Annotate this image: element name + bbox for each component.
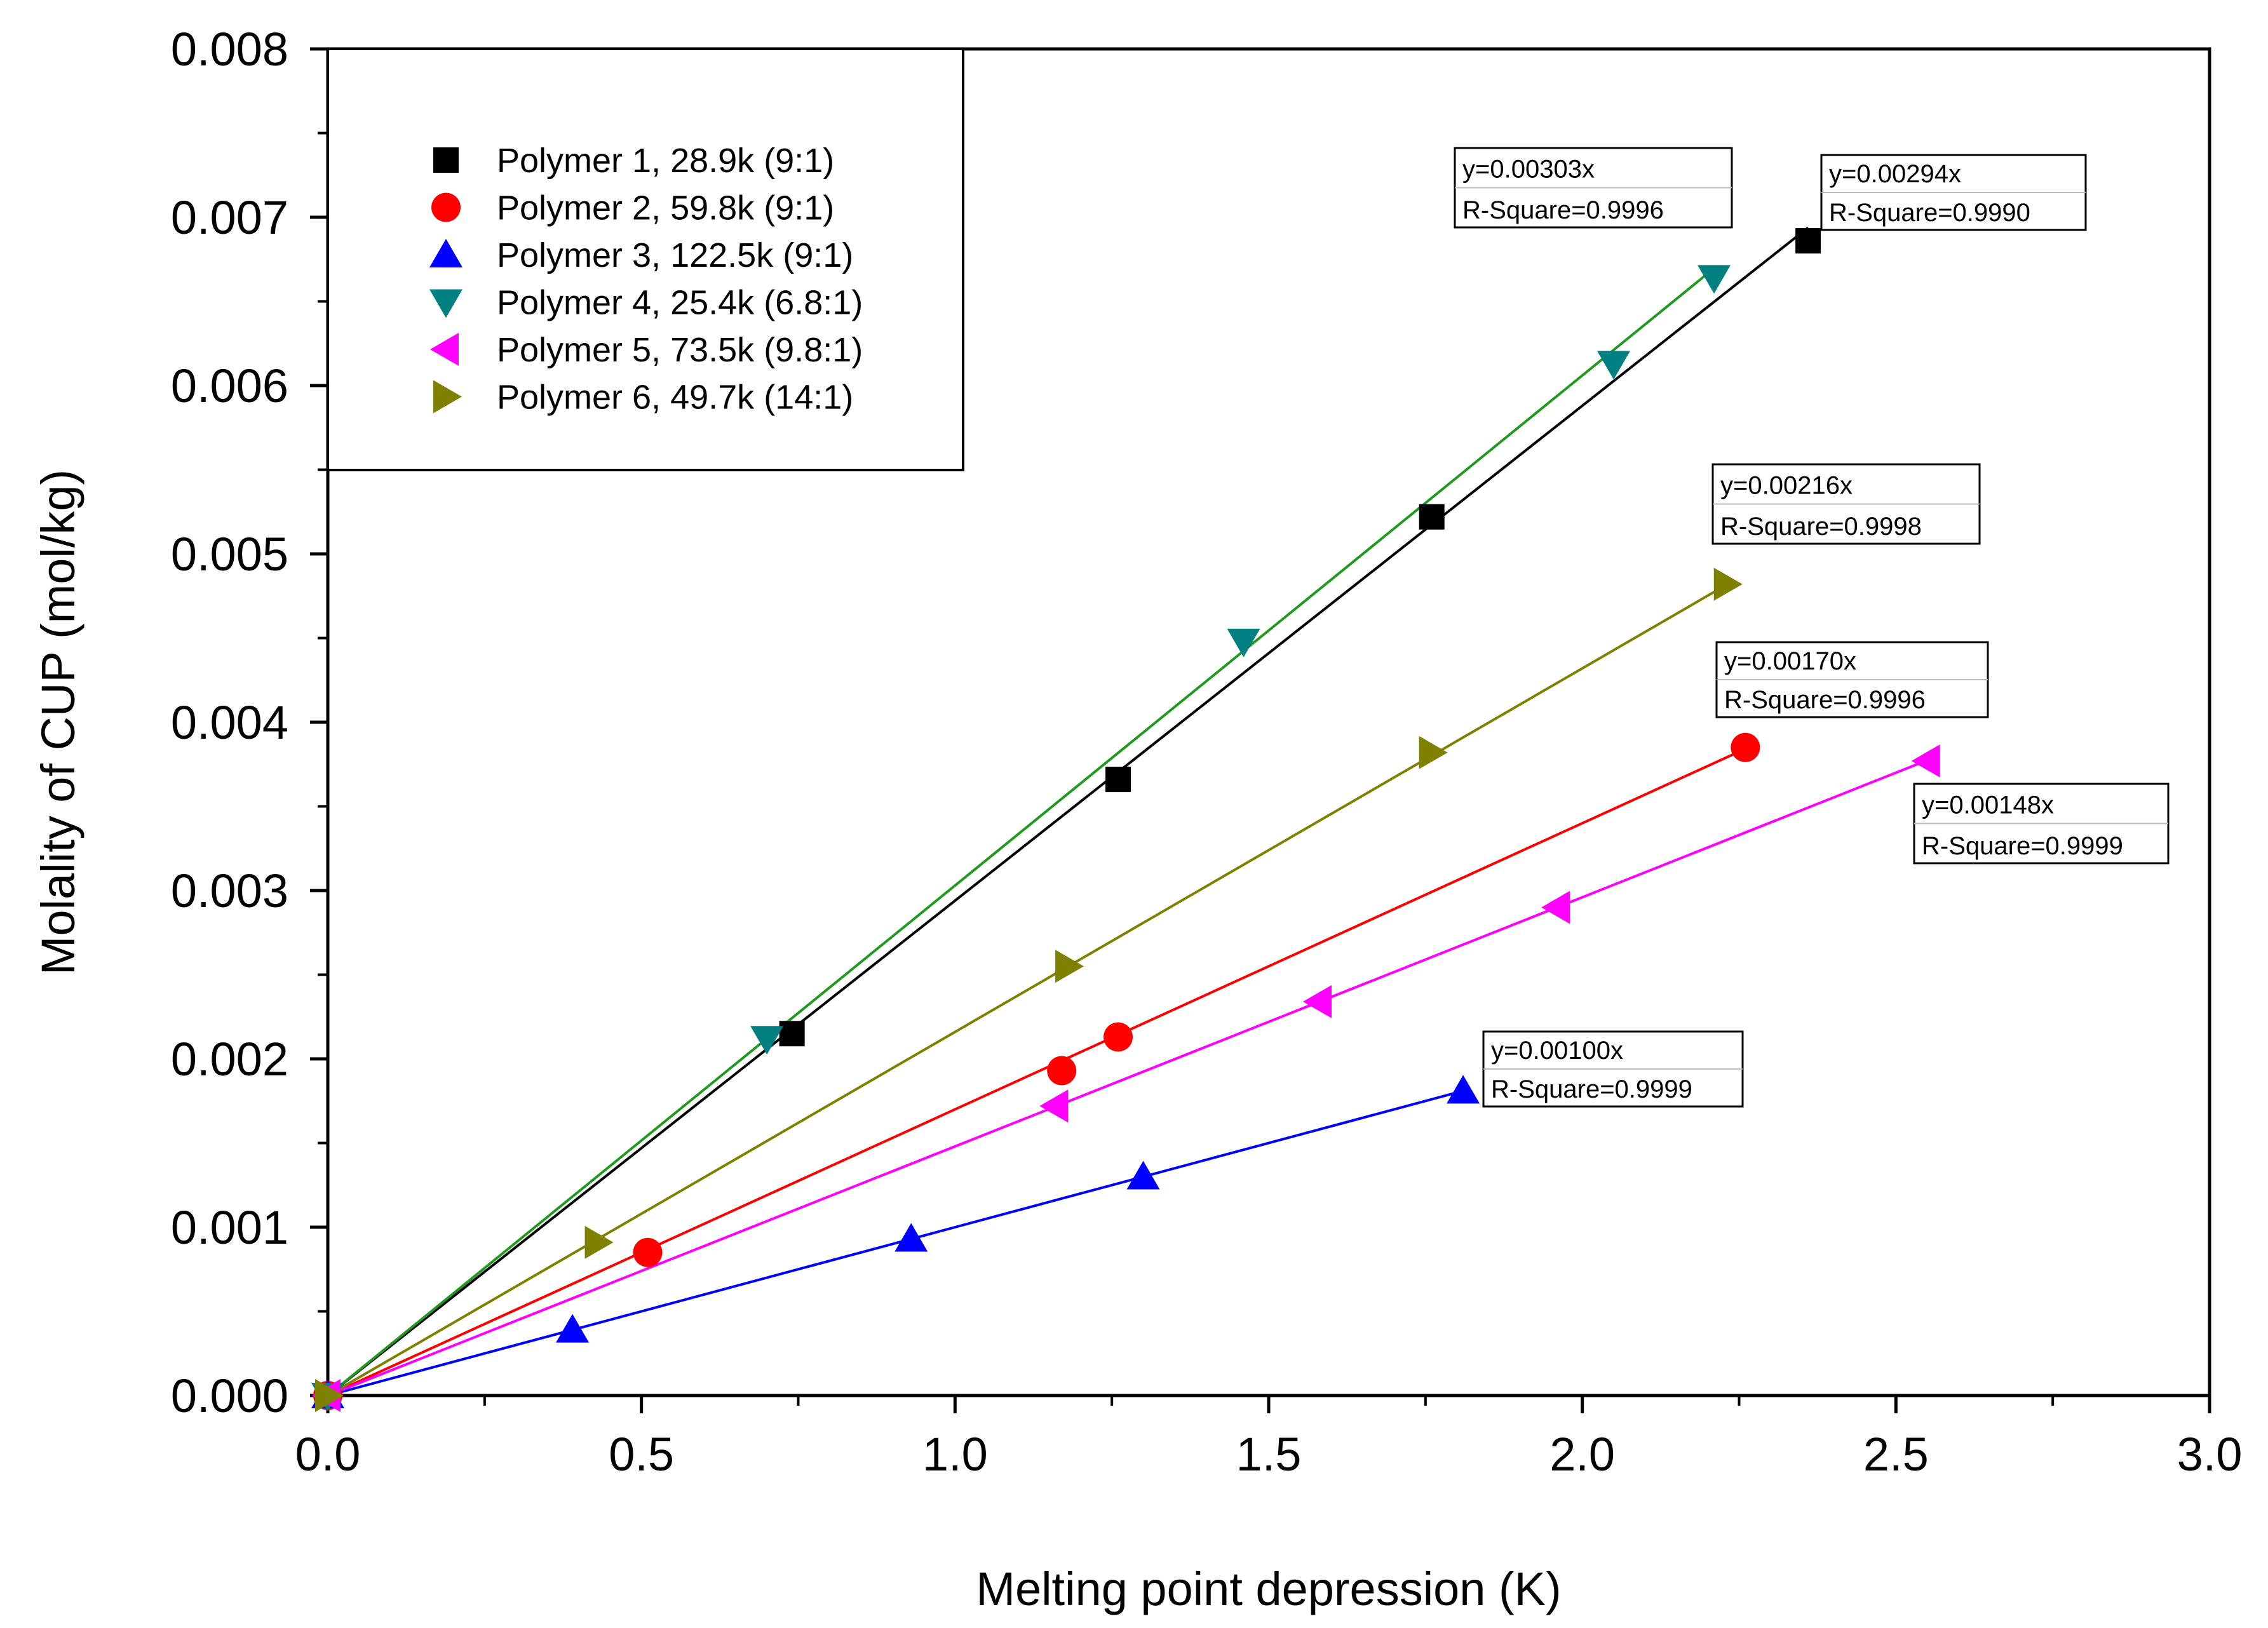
legend-item-polymer-5: Polymer 5, 73.5k (9.8:1) (430, 331, 863, 369)
data-point-polymer-4 (1698, 265, 1731, 294)
data-point-polymer-5 (1039, 1089, 1069, 1123)
y-tick-label: 0.006 (171, 360, 288, 412)
fit-line-polymer-6 (327, 583, 1727, 1397)
fit-annotation-polymer-2: y=0.00170x R-Square=0.9996 (1715, 641, 1989, 718)
legend-label: Polymer 3, 122.5k (9:1) (497, 236, 853, 274)
legend-label: Polymer 1, 28.9k (9:1) (497, 142, 834, 180)
x-tick-label: 1.0 (922, 1428, 988, 1481)
fit-line-polymer-3 (327, 1089, 1464, 1397)
data-point-polymer-2 (1731, 732, 1760, 762)
data-point-polymer-6 (1419, 736, 1448, 769)
data-point-polymer-6 (584, 1225, 614, 1259)
data-point-polymer-1 (1795, 228, 1821, 254)
data-point-polymer-4 (750, 1026, 784, 1055)
data-point-polymer-6 (315, 1379, 344, 1412)
fit-r-square: R-Square=0.9990 (1829, 199, 2030, 227)
data-point-polymer-4 (1227, 628, 1260, 657)
legend-item-polymer-3: Polymer 3, 122.5k (9:1) (429, 236, 853, 274)
fit-annotation-polymer-6: y=0.00216x R-Square=0.9998 (1711, 463, 1981, 545)
legend: Polymer 1, 28.9k (9:1) Polymer 2, 59.8k (… (327, 48, 964, 471)
fit-equation: y=0.00148x (1922, 791, 2054, 819)
data-markers (311, 228, 1940, 1412)
fit-equation: y=0.00100x (1491, 1037, 1623, 1065)
legend-label: Polymer 5, 73.5k (9.8:1) (497, 331, 863, 369)
fit-annotation-polymer-3: y=0.00100x R-Square=0.9999 (1482, 1030, 1744, 1108)
legend-item-polymer-1: Polymer 1, 28.9k (9:1) (433, 142, 834, 180)
x-axis-title: Melting point depression (K) (976, 1563, 1561, 1615)
data-point-polymer-6 (1055, 950, 1084, 983)
data-point-polymer-3 (556, 1314, 590, 1343)
fit-r-square: R-Square=0.9998 (1720, 513, 1922, 541)
x-tick-label: 0.0 (295, 1428, 361, 1481)
fit-equation: y=0.00303x (1462, 156, 1595, 184)
data-point-polymer-2 (1104, 1022, 1133, 1052)
y-tick-label: 0.001 (171, 1201, 288, 1254)
legend-item-polymer-6: Polymer 6, 49.7k (14:1) (433, 379, 853, 417)
data-point-polymer-3 (1447, 1075, 1480, 1104)
legend-marker (433, 380, 462, 414)
legend-marker (429, 239, 462, 267)
y-tick-label: 0.007 (171, 191, 288, 244)
fit-line-polymer-4 (327, 267, 1715, 1397)
data-point-polymer-5 (1541, 891, 1570, 924)
data-point-polymer-4 (1597, 351, 1631, 380)
fit-r-square: R-Square=0.9996 (1724, 686, 1926, 714)
fit-r-square: R-Square=0.9999 (1491, 1075, 1692, 1103)
fit-r-square: R-Square=0.9996 (1462, 196, 1664, 224)
legend-item-polymer-4: Polymer 4, 25.4k (6.8:1) (429, 284, 863, 322)
y-tick-label: 0.003 (171, 864, 288, 917)
data-point-polymer-1 (1419, 504, 1445, 530)
x-tick-label: 3.0 (2177, 1428, 2243, 1481)
legend-marker (430, 333, 459, 366)
plot-frame: 0.0 0.5 1.0 1.5 2.0 2.5 3.0 0.000 0.001 0.002 0.00… (171, 23, 2243, 1481)
fit-equation: y=0.00294x (1829, 160, 1961, 188)
legend-label: Polymer 4, 25.4k (6.8:1) (497, 284, 863, 322)
x-tick-label: 0.5 (609, 1428, 674, 1481)
fit-equation: y=0.00216x (1720, 472, 1853, 500)
fit-line-polymer-2 (327, 748, 1746, 1397)
x-tick-label: 1.5 (1236, 1428, 1302, 1481)
y-tick-label: 0.000 (171, 1369, 288, 1422)
data-point-polymer-5 (1911, 744, 1940, 777)
data-point-polymer-6 (1713, 567, 1743, 601)
data-point-polymer-5 (1302, 985, 1332, 1018)
legend-marker (433, 147, 459, 173)
legend-marker (431, 192, 461, 222)
fit-line-polymer-5 (327, 759, 1928, 1397)
fit-annotation-polymer-1: y=0.00294x R-Square=0.9990 (1820, 154, 2087, 231)
x-tick-label: 2.0 (1549, 1428, 1615, 1481)
data-point-polymer-3 (1126, 1160, 1160, 1190)
legend-marker (429, 289, 462, 318)
axes-labels: Melting point depression (K) Molality of… (32, 469, 1562, 1615)
data-point-polymer-3 (894, 1223, 928, 1252)
x-tick-label: 2.5 (1863, 1428, 1929, 1481)
y-tick-label: 0.005 (171, 528, 288, 581)
data-point-polymer-1 (779, 1021, 805, 1047)
data-point-polymer-2 (633, 1237, 663, 1267)
legend-label: Polymer 6, 49.7k (14:1) (497, 379, 853, 417)
y-tick-label: 0.004 (171, 696, 288, 749)
fit-line-polymer-1 (327, 226, 1809, 1397)
y-tick-label: 0.008 (171, 23, 288, 76)
fit-lines (327, 226, 1928, 1397)
y-axis-title: Molality of CUP (mol/kg) (32, 469, 84, 975)
fit-annotations: y=0.00294x R-Square=0.9990 y=0.00170x R-Squ… (1454, 147, 2170, 1108)
fit-annotation-polymer-4: y=0.00303x R-Square=0.9996 (1454, 147, 1733, 229)
legend-item-polymer-2: Polymer 2, 59.8k (9:1) (431, 189, 834, 227)
fit-annotation-polymer-5: y=0.00148x R-Square=0.9999 (1913, 783, 2170, 864)
fit-r-square: R-Square=0.9999 (1922, 832, 2123, 860)
y-tick-label: 0.002 (171, 1033, 288, 1086)
data-point-polymer-2 (1047, 1056, 1077, 1086)
fit-equation: y=0.00170x (1724, 647, 1856, 675)
legend-label: Polymer 2, 59.8k (9:1) (497, 189, 834, 227)
data-point-polymer-1 (1105, 767, 1131, 793)
